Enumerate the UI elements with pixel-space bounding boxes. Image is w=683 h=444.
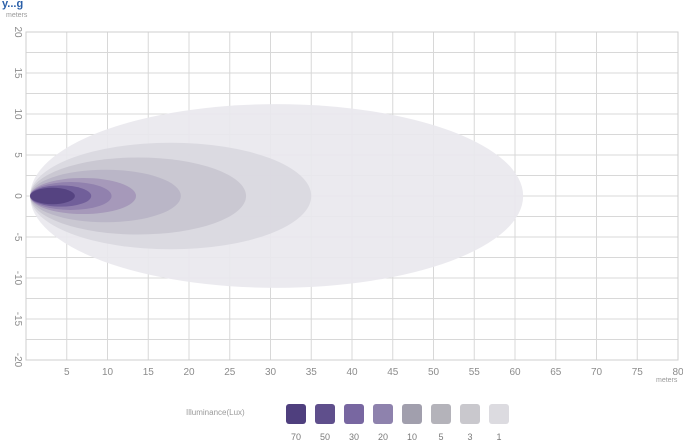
legend-swatch-20 [373, 404, 393, 424]
x-axis-unit: meters [656, 377, 678, 384]
legend-swatch-5 [431, 404, 451, 424]
legend-label-1: 1 [496, 432, 501, 442]
x-tick-label: 5 [64, 367, 70, 378]
legend-swatch-3 [460, 404, 480, 424]
x-tick-label: 80 [672, 367, 683, 378]
legend-label-20: 20 [378, 432, 388, 442]
legend-label-70: 70 [291, 432, 301, 442]
y-tick-label: -20 [12, 353, 23, 368]
legend-swatch-70 [286, 404, 306, 424]
x-tick-label: 75 [632, 367, 644, 378]
y-tick-label: 15 [12, 67, 23, 79]
y-tick-label: 10 [12, 108, 23, 120]
x-tick-label: 20 [183, 367, 195, 378]
x-tick-label: 60 [509, 367, 521, 378]
plot-frame [25, 31, 679, 361]
legend-swatch-10 [402, 404, 422, 424]
x-tick-label: 55 [469, 367, 481, 378]
legend-label-30: 30 [349, 432, 359, 442]
legend-label-3: 3 [467, 432, 472, 442]
legend: Illuminance(Lux) 70 50 30 20 10 5 3 1 [186, 404, 509, 442]
illuminance-contours [30, 104, 524, 288]
y-axis-unit: meters [6, 12, 28, 19]
contour-70-lux [30, 187, 75, 205]
legend-swatch-30 [344, 404, 364, 424]
x-tick-label: 15 [143, 367, 155, 378]
x-tick-label: 50 [428, 367, 440, 378]
y-tick-label: -10 [12, 271, 23, 286]
legend-label-5: 5 [438, 432, 443, 442]
legend-label-10: 10 [407, 432, 417, 442]
x-tick-label: 70 [591, 367, 603, 378]
axes: 5 10 15 20 25 30 35 40 45 50 55 60 65 70 75 8020151050-… [12, 26, 683, 378]
y-tick-label: -15 [12, 312, 23, 327]
x-tick-label: 40 [346, 367, 358, 378]
legend-label-50: 50 [320, 432, 330, 442]
x-tick-label: 35 [306, 367, 318, 378]
legend-swatch-1 [489, 404, 509, 424]
x-tick-label: 10 [102, 367, 114, 378]
legend-title: Illuminance(Lux) [186, 408, 245, 417]
legend-swatch-50 [315, 404, 335, 424]
y-tick-label: -5 [12, 233, 23, 242]
x-tick-label: 45 [387, 367, 399, 378]
y-tick-label: 5 [12, 152, 23, 158]
y-tick-label: 20 [12, 26, 23, 38]
chart-title-fragment: y...g [2, 0, 23, 10]
x-tick-label: 25 [224, 367, 236, 378]
x-tick-label: 30 [265, 367, 277, 378]
x-tick-label: 65 [550, 367, 562, 378]
y-tick-label: 0 [12, 193, 23, 199]
